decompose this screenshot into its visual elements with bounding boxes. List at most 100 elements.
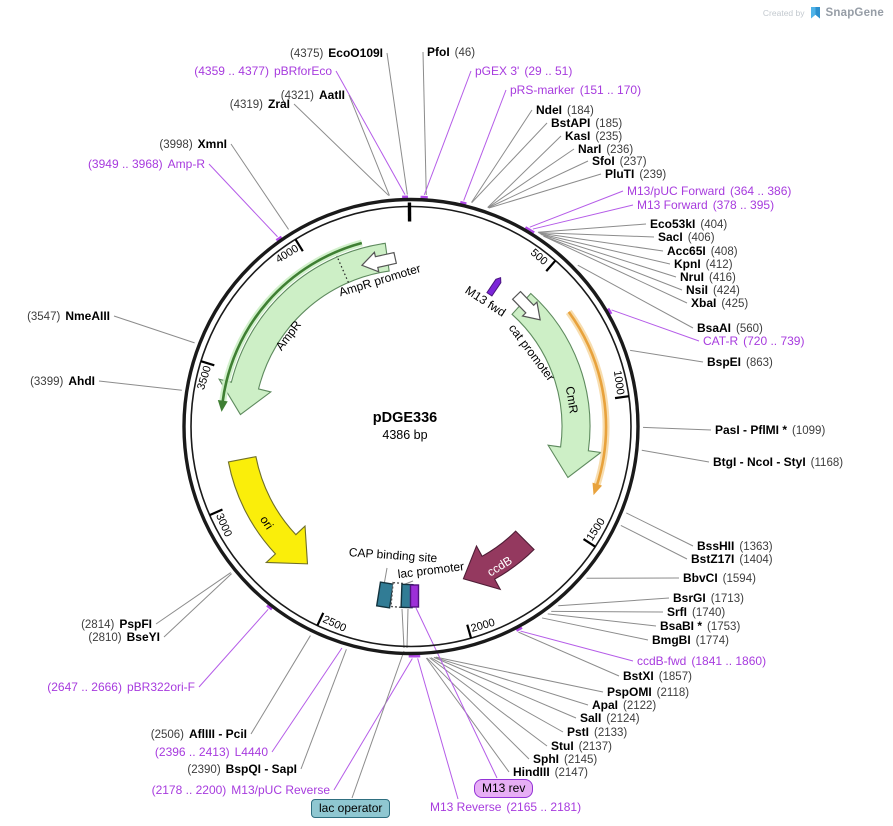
site-label-m13-forward[interactable]: M13 Forward (378 .. 395): [637, 198, 774, 212]
site-label-m13-puc-forward[interactable]: M13/pUC Forward (364 .. 386): [627, 184, 791, 198]
site-label-ccdb-fwd[interactable]: ccdB-fwd (1841 .. 1860): [637, 654, 766, 668]
site-label-xmni[interactable]: (3998) XmnI: [159, 137, 227, 151]
site-label-ahdi[interactable]: (3399) AhdI: [30, 374, 95, 388]
site-position: (3547): [27, 311, 61, 323]
site-label-bseyi[interactable]: (2810) BseYI: [88, 630, 160, 644]
site-label-nrui[interactable]: NruI (416): [680, 270, 736, 284]
site-label-bsaai[interactable]: BsaAI (560): [697, 321, 763, 335]
tick-label-500: 500: [528, 247, 550, 268]
site-label-bspei[interactable]: BspEI (863): [707, 355, 773, 369]
site-label-sphi[interactable]: SphI (2145): [533, 752, 597, 766]
callout-line-hindiii: [425, 657, 510, 773]
site-label-ndei[interactable]: NdeI (184): [536, 103, 594, 117]
feature-label-cmr[interactable]: CmR: [563, 385, 581, 415]
tick-mark-1500: [582, 538, 596, 548]
site-label-kasi[interactable]: KasI (235): [565, 129, 622, 143]
site-label-sfoi[interactable]: SfoI (237): [592, 154, 647, 168]
site-label-bsabi[interactable]: BsaBI * (1753): [660, 619, 740, 633]
feature-ori[interactable]: [227, 456, 309, 565]
callout-line-ecoo109i: [386, 52, 408, 195]
site-label-pgex-3[interactable]: pGEX 3' (29 .. 51): [475, 64, 572, 78]
plasmid-size: 4386 bp: [382, 428, 428, 442]
primer-ring-mark-cat-r[interactable]: [606, 307, 613, 315]
site-position: (3949 .. 3968): [87, 157, 163, 171]
site-label-psti[interactable]: PstI (2133): [567, 725, 627, 739]
feature-ampr[interactable]: [217, 242, 390, 416]
site-label-pbr322ori-f[interactable]: (2647 .. 2666) pBR322ori-F: [47, 680, 195, 694]
site-label-acc65i[interactable]: Acc65I (408): [667, 244, 738, 258]
callout-line-bseyi: [163, 573, 232, 638]
site-label-eco53ki[interactable]: Eco53kI (404): [650, 217, 727, 231]
site-label-apai[interactable]: ApaI (2122): [592, 698, 656, 712]
site-label-ecoo109i[interactable]: (4375) EcoO109I: [290, 46, 383, 60]
primer-ring-mark-pbr322ori-f[interactable]: [266, 604, 273, 611]
site-position: (1753): [707, 621, 741, 633]
feature-cat-promoter-arrow[interactable]: [509, 288, 547, 326]
site-label-zrai[interactable]: (4319) ZraI: [230, 97, 290, 111]
site-label-l4440[interactable]: (2396 .. 2413) L4440: [155, 745, 268, 759]
feature-label-cap-binding-site[interactable]: CAP binding site: [348, 545, 438, 565]
site-label-bbvci[interactable]: BbvCI (1594): [683, 571, 756, 585]
badge-lac-operator[interactable]: lac operator: [311, 799, 391, 818]
site-name: XmnI: [197, 137, 227, 151]
site-label-sali[interactable]: SalI (2124): [580, 711, 640, 725]
tick-label-2000: 2000: [470, 617, 497, 635]
site-label-bmgbi[interactable]: BmgBI (1774): [652, 633, 729, 647]
site-label-saci[interactable]: SacI (406): [658, 230, 715, 244]
site-label-xbai[interactable]: XbaI (425): [691, 296, 748, 310]
site-label-bstz17i[interactable]: BstZ17I (1404): [691, 552, 773, 566]
callout-line-m13-forward: [532, 204, 634, 230]
site-label-amp-r[interactable]: (3949 .. 3968) Amp-R: [88, 157, 205, 171]
site-label-bspqi-sapi[interactable]: (2390) BspQI - SapI: [187, 762, 297, 776]
site-label-nari[interactable]: NarI (236): [578, 142, 633, 156]
site-label-pluti[interactable]: PluTI (239): [605, 167, 666, 181]
feature-label-ori[interactable]: ori: [257, 513, 276, 532]
site-label-kpni[interactable]: KpnI (412): [674, 257, 733, 271]
site-label-pasi-pflmi[interactable]: PasI - PflMI * (1099): [715, 423, 825, 437]
feature-boundary-dots: [336, 255, 349, 283]
site-label-pbrforeco[interactable]: (4359 .. 4377) pBRforEco: [194, 64, 332, 78]
primer-mark-m13-fwd[interactable]: [486, 276, 503, 297]
callout-line-psti: [430, 657, 564, 733]
site-label-bstapi[interactable]: BstAPI (185): [551, 116, 622, 130]
site-label-aatii[interactable]: (4321) AatII: [281, 88, 345, 102]
primer-ring-mark-m13-forward-region[interactable]: [524, 226, 535, 235]
site-label-afliii-pcii[interactable]: (2506) AflIII - PciI: [151, 727, 247, 741]
callout-line-bspqi-sapi: [300, 649, 347, 770]
site-position: (2390): [187, 764, 221, 776]
site-label-hindiii[interactable]: HindIII (2147): [513, 765, 588, 779]
site-label-m13-puc-reverse[interactable]: (2178 .. 2200) M13/pUC Reverse: [152, 783, 330, 797]
feature-ccdb[interactable]: [462, 530, 535, 591]
callout-line-prs-marker: [463, 89, 507, 201]
site-label-bsshii[interactable]: BssHII (1363): [697, 539, 773, 553]
site-label-nmeaiii[interactable]: (3547) NmeAIII: [27, 309, 110, 323]
site-label-pspomi[interactable]: PspOMI (2118): [607, 685, 689, 699]
callout-line-m13-reverse: [417, 658, 459, 800]
feature-ampr-promoter-arrow[interactable]: [360, 248, 398, 275]
site-label-stui[interactable]: StuI (2137): [551, 739, 612, 753]
feature-label-m13-fwd[interactable]: M13 fwd: [463, 283, 509, 319]
badge-m13-rev[interactable]: M13 rev: [474, 779, 534, 798]
site-label-pfoi[interactable]: PfoI (46): [427, 45, 475, 59]
primer-ring-mark-amp-r[interactable]: [275, 235, 283, 242]
site-label-cat-r[interactable]: CAT-R (720 .. 739): [703, 334, 804, 348]
primer-ring-mark-ccdb-fwd[interactable]: [515, 626, 523, 632]
site-label-btgi-ncoi-styi[interactable]: BtgI - NcoI - StyI (1168): [713, 455, 843, 469]
feature-arc-ampr-cds-arc[interactable]: [221, 241, 363, 404]
feature-cmr[interactable]: [511, 292, 603, 479]
feature-box-m13-rev-box[interactable]: [409, 584, 420, 608]
site-label-nsii[interactable]: NsiI (424): [686, 283, 740, 297]
site-label-bstxi[interactable]: BstXI (1857): [623, 669, 692, 683]
site-label-pspfi[interactable]: (2814) PspFI: [81, 617, 152, 631]
plasmid-ring-outer[interactable]: [182, 197, 640, 656]
site-position: (424): [713, 285, 740, 297]
feature-arc-cat-cds-arc[interactable]: [567, 311, 608, 488]
site-label-bsrgi[interactable]: BsrGI (1713): [673, 591, 744, 605]
site-position: (2810): [88, 632, 122, 644]
site-label-prs-marker[interactable]: pRS-marker (151 .. 170): [510, 83, 641, 97]
primer-ring-mark-prs-marker[interactable]: [459, 200, 467, 206]
site-label-srfi[interactable]: SrfI (1740): [667, 605, 725, 619]
site-position: (560): [736, 323, 763, 335]
site-label-m13-reverse[interactable]: M13 Reverse (2165 .. 2181): [430, 800, 581, 814]
site-name: StuI: [551, 739, 574, 753]
